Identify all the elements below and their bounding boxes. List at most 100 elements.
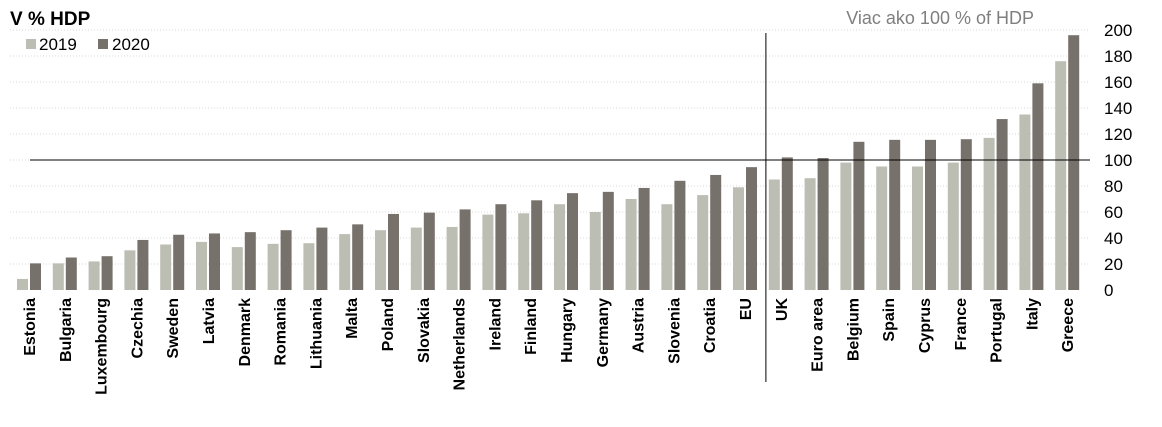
bar-2019-malta <box>339 234 351 290</box>
bar-2019-cyprus <box>912 166 923 290</box>
x-tick-label: Austria <box>631 298 648 353</box>
bar-2019-bulgaria <box>52 263 64 290</box>
bar-2019-hungary <box>554 204 565 290</box>
bar-2020-uk <box>781 157 793 290</box>
x-tick-label: Netherlands <box>452 298 469 391</box>
bar-2020-spain <box>889 139 901 290</box>
bar-2019-ireland <box>482 214 494 290</box>
bar-2019-finland <box>518 213 530 290</box>
y-tick-label: 200 <box>1104 21 1132 40</box>
annotation: Viac ako 100 % of HDP <box>846 8 1034 28</box>
x-tick-label: Slovakia <box>416 298 433 363</box>
bar-2020-malta <box>352 224 364 290</box>
bar-2020-austria <box>638 187 650 290</box>
bar-2019-france <box>947 162 959 290</box>
x-tick-label: Croatia <box>702 298 719 353</box>
x-tick-label: Italy <box>1024 298 1041 330</box>
y-tick-label: 60 <box>1104 203 1123 222</box>
x-tick-label: Ireland <box>487 298 504 350</box>
x-tick-label: Euro area <box>810 298 827 372</box>
bar-2020-cyprus <box>925 139 936 290</box>
x-tick-label: UK <box>774 298 791 322</box>
y-axis-ticks: 0 20 40 60 80 100 120 140 160 180 200 <box>1104 21 1132 300</box>
bar-2019-uk <box>768 179 780 290</box>
x-tick-label: Latvia <box>201 298 218 344</box>
bar-2020-estonia <box>30 263 41 290</box>
bar-2020-denmark <box>244 232 256 290</box>
bar-2020-euro-area <box>817 158 829 290</box>
bar-2019-portugal <box>983 137 995 290</box>
x-tick-label: Belgium <box>845 298 862 361</box>
x-tick-label: Germany <box>595 298 612 367</box>
bars <box>17 35 1080 291</box>
x-tick-label: Portugal <box>989 298 1006 363</box>
bar-2019-eu <box>733 187 744 290</box>
x-tick-label: Hungary <box>559 298 576 363</box>
bar-2020-italy <box>1032 83 1044 290</box>
bar-2019-poland <box>375 230 386 290</box>
y-tick-label: 160 <box>1104 73 1132 92</box>
x-tick-label: Estonia <box>22 298 39 356</box>
x-tick-label: Bulgaria <box>58 298 75 362</box>
bar-2019-slovenia <box>661 204 673 290</box>
bar-2020-germany <box>602 191 614 290</box>
bar-2020-netherlands <box>459 209 471 290</box>
x-tick-label: Lithuania <box>308 298 325 369</box>
x-tick-label: Slovenia <box>666 298 683 364</box>
bar-2019-slovakia <box>410 227 422 290</box>
y-tick-label: 80 <box>1104 177 1123 196</box>
bar-2019-croatia <box>697 195 709 290</box>
y-tick-label: 180 <box>1104 47 1132 66</box>
bar-2019-lithuania <box>303 243 315 290</box>
bar-2019-netherlands <box>446 226 458 290</box>
bar-2020-eu <box>746 167 757 290</box>
bar-2019-euro-area <box>804 178 816 290</box>
x-tick-label: Luxembourg <box>94 298 111 395</box>
chart-title: V % HDP <box>10 9 91 30</box>
bar-2019-sweden <box>160 244 172 290</box>
legend-label-2019: 2019 <box>39 35 77 54</box>
x-tick-label: Romania <box>273 298 290 366</box>
y-tick-label: 120 <box>1104 125 1132 144</box>
bar-2020-hungary <box>567 193 578 290</box>
x-axis-labels: Estonia Bulgaria Luxembourg Czechia Sweden La… <box>22 298 1077 395</box>
bar-2019-czechia <box>124 250 136 290</box>
x-tick-label: Greece <box>1060 298 1077 352</box>
x-tick-label: Sweden <box>165 298 182 358</box>
x-tick-label: Poland <box>380 298 397 351</box>
y-tick-label: 20 <box>1104 255 1123 274</box>
bar-2020-luxembourg <box>101 256 113 290</box>
bar-2020-slovakia <box>423 212 435 290</box>
bar-2019-denmark <box>231 247 243 290</box>
legend-swatch-2019 <box>26 39 36 49</box>
bar-2020-greece <box>1068 35 1080 291</box>
x-tick-label: Czechia <box>129 298 146 359</box>
bar-2020-romania <box>280 230 292 290</box>
bar-2019-latvia <box>196 241 207 290</box>
bar-2020-slovenia <box>674 180 686 290</box>
legend: 2019 2020 <box>26 35 150 54</box>
bar-2020-belgium <box>853 141 865 290</box>
y-tick-label: 40 <box>1104 229 1123 248</box>
y-tick-label: 0 <box>1104 281 1113 300</box>
bar-2019-italy <box>1019 114 1031 290</box>
x-tick-label: Cyprus <box>917 298 934 353</box>
bar-2020-poland <box>388 213 399 290</box>
bar-2020-portugal <box>996 119 1008 290</box>
y-tick-label: 140 <box>1104 99 1132 118</box>
x-tick-label: Malta <box>344 298 361 339</box>
bar-2019-romania <box>267 243 279 290</box>
bar-2019-germany <box>589 212 601 290</box>
bar-2020-bulgaria <box>65 257 77 290</box>
legend-swatch-2020 <box>98 39 108 49</box>
bar-2020-france <box>960 139 972 290</box>
bar-2019-luxembourg <box>88 261 100 290</box>
legend-label-2020: 2020 <box>112 35 150 54</box>
bar-2019-greece <box>1055 61 1067 291</box>
bar-2019-belgium <box>840 162 852 290</box>
bar-2019-spain <box>876 166 888 290</box>
x-tick-label: France <box>953 298 970 351</box>
x-tick-label: Spain <box>881 298 898 342</box>
bar-2020-finland <box>531 200 543 290</box>
